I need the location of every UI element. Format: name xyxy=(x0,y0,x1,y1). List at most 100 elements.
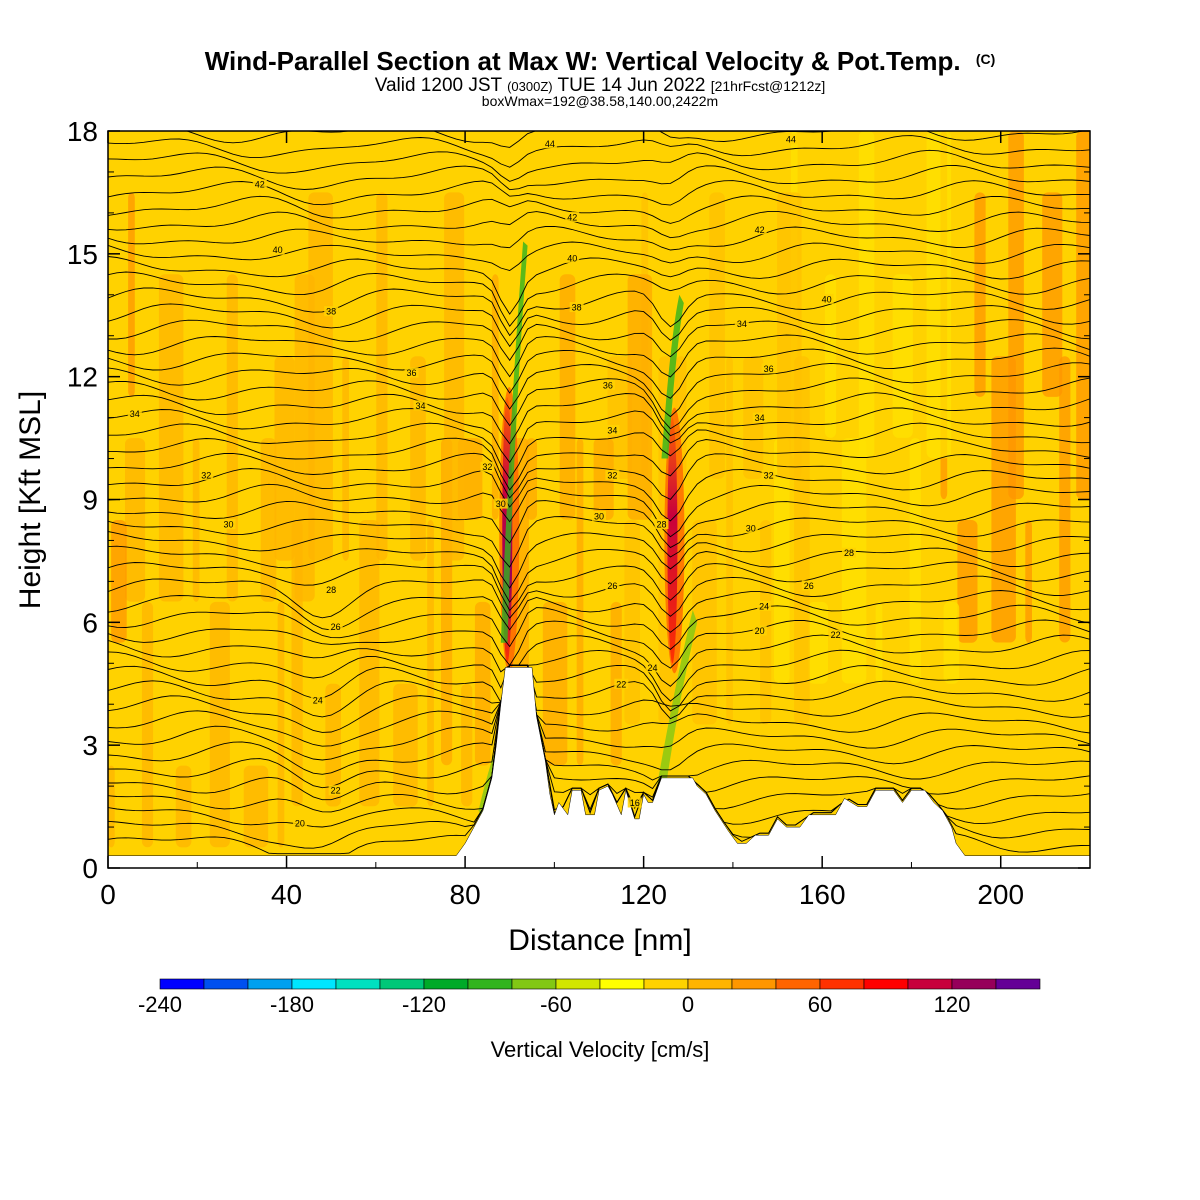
velocity-stripe xyxy=(760,520,772,725)
contour-label-text: 32 xyxy=(482,462,492,472)
contour-label-text: 30 xyxy=(496,499,506,509)
contour-label-bg xyxy=(328,785,343,796)
velocity-stripe xyxy=(892,274,913,438)
velocity-stripe xyxy=(243,765,269,848)
x-tick-label: 120 xyxy=(620,879,667,910)
contour-label: 36 xyxy=(404,367,419,378)
x-axis: 0 40 80 120 160 200 xyxy=(100,131,1024,910)
theta-contour xyxy=(185,131,1085,148)
downdraft-band xyxy=(500,241,528,643)
velocity-stripe xyxy=(957,520,978,643)
colorbar-swatch xyxy=(203,978,249,990)
contour-label-text: 30 xyxy=(594,511,604,521)
contour-label-text: 34 xyxy=(415,401,425,411)
contour-label: 30 xyxy=(221,519,236,530)
velocity-stripe xyxy=(342,356,349,561)
contour-label: 42 xyxy=(752,224,767,235)
theta-contour xyxy=(108,437,1090,491)
contour-label-bg xyxy=(569,302,584,313)
velocity-stripe xyxy=(909,438,921,684)
velocity-stripe xyxy=(1059,356,1071,643)
contour-label: 26 xyxy=(328,621,343,632)
theta-contour xyxy=(108,664,1090,801)
contour-label-bg xyxy=(783,134,798,145)
colorbar-swatch xyxy=(423,978,469,990)
contour-label-bg xyxy=(645,662,660,673)
contour-label-bg xyxy=(480,461,495,472)
contour-label-bg xyxy=(654,519,669,530)
velocity-stripe xyxy=(542,601,568,766)
velocity-stripe xyxy=(277,601,285,848)
theta-contour xyxy=(108,319,1090,362)
contour-label-text: 26 xyxy=(804,581,814,591)
y-tick-label: 12 xyxy=(67,362,98,393)
contour-label-bg xyxy=(252,179,267,190)
velocity-stripe xyxy=(474,601,491,766)
contour-label-text: 36 xyxy=(407,368,417,378)
velocity-stripe xyxy=(926,131,952,459)
contour-label-text: 44 xyxy=(545,139,555,149)
theta-contour xyxy=(108,165,1090,191)
contour-label-bg xyxy=(310,695,325,706)
downdraft-band xyxy=(661,294,684,459)
x-axis-label: Distance [nm] xyxy=(508,924,691,957)
theta-contour xyxy=(108,664,1090,775)
contour-label-text: 16 xyxy=(630,798,640,808)
velocity-stripe xyxy=(841,438,867,684)
theta-contour xyxy=(108,500,1090,549)
theta-contour xyxy=(108,634,1090,687)
contour-label-bg xyxy=(270,244,285,255)
contour-label-text: 40 xyxy=(567,253,577,263)
colorbar-tick-label: -240 xyxy=(138,992,182,1017)
contour-label-bg xyxy=(734,318,749,329)
theta-contour xyxy=(108,483,1090,538)
contour-label-bg xyxy=(324,584,339,595)
contour-label: 32 xyxy=(605,469,620,480)
contour-label-text: 28 xyxy=(844,548,854,558)
contour-label-text: 40 xyxy=(273,245,283,255)
downdraft-band xyxy=(657,610,698,787)
colorbar-swatch xyxy=(159,978,205,990)
contour-label-bg xyxy=(757,600,772,611)
velocity-stripe xyxy=(376,192,388,561)
theta-contour xyxy=(108,664,1090,712)
theta-contour xyxy=(108,195,1090,224)
theta-contour xyxy=(108,422,1090,480)
theta-contour xyxy=(108,468,1090,522)
theta-contour xyxy=(108,664,1090,720)
contour-label-text: 34 xyxy=(130,409,140,419)
contour-label-bg xyxy=(761,469,776,480)
updraft-cores xyxy=(478,241,698,819)
contour-label-bg xyxy=(743,523,758,534)
contour-label-text: 42 xyxy=(567,212,577,222)
contour-label-bg xyxy=(614,678,629,689)
subtitle-forecast: [21hrFcst@1212z] xyxy=(711,78,826,94)
contour-label: 36 xyxy=(600,379,615,390)
colorbar-swatch xyxy=(379,978,425,990)
contour-label-text: 32 xyxy=(764,470,774,480)
contour-label-text: 40 xyxy=(822,294,832,304)
contour-label: 42 xyxy=(565,211,580,222)
colorbar-swatch xyxy=(995,978,1041,990)
contour-label: 38 xyxy=(324,306,339,317)
velocity-stripe xyxy=(943,601,960,684)
contour-label: 40 xyxy=(565,252,580,263)
contour-label-text: 32 xyxy=(201,470,211,480)
theta-contour xyxy=(108,333,1090,378)
chart-title-suffix: (C) xyxy=(976,51,995,67)
contour-label-text: 20 xyxy=(295,818,305,828)
colorbar-swatch xyxy=(247,978,293,990)
velocity-stripe xyxy=(593,438,614,520)
contour-label-bg xyxy=(752,625,767,636)
subtitle-zulu-time: (0300Z) xyxy=(507,79,553,94)
theta-contour xyxy=(108,516,1090,568)
contour-label-text: 38 xyxy=(326,307,336,317)
y-tick-label: 0 xyxy=(82,853,98,884)
contour-label-text: 30 xyxy=(224,520,234,530)
chart-title: Wind-Parallel Section at Max W: Vertical… xyxy=(205,46,961,76)
colorbar-label: Vertical Velocity [cm/s] xyxy=(491,1037,710,1062)
contour-label-bg xyxy=(841,547,856,558)
contour-label-bg xyxy=(752,412,767,423)
contour-label-bg xyxy=(565,211,580,222)
